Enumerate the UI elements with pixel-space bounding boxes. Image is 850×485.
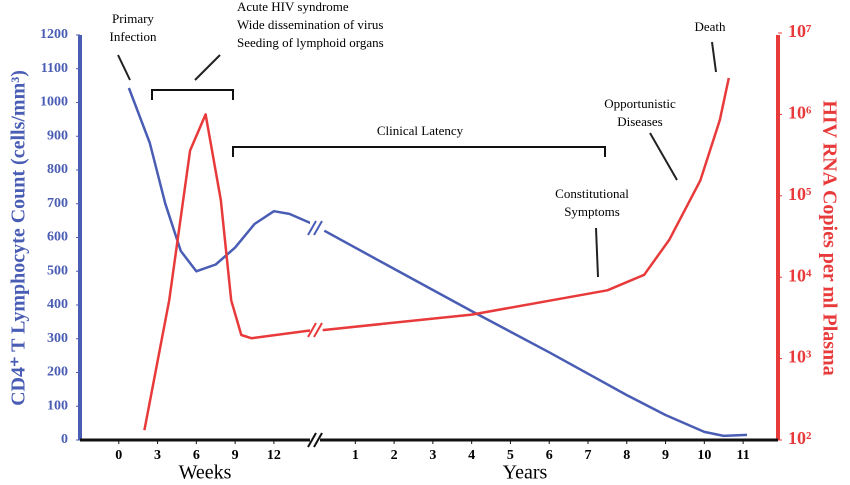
y2-tick-label: 10⁷	[788, 21, 812, 41]
y-tick-label: 700	[47, 196, 68, 211]
y-tick-label: 600	[47, 230, 68, 245]
axis-break	[313, 220, 323, 236]
annotation: Opportunistic	[604, 96, 676, 111]
y2-tick-label: 10³	[788, 347, 812, 367]
y-tick-label: 800	[47, 162, 68, 177]
y-tick-label: 100	[47, 398, 68, 413]
annotation: Infection	[110, 29, 157, 44]
annotation: Seeding of lymphoid organs	[237, 35, 384, 50]
annotation-leader	[711, 41, 717, 73]
x-tick-label: 7	[584, 448, 591, 463]
x-tick-label: 3	[154, 448, 161, 463]
y2-tick-label: 10⁴	[788, 265, 812, 285]
data-line	[143, 77, 731, 431]
annotation: Diseases	[617, 114, 663, 129]
x-axis-title: Years	[503, 462, 548, 484]
x-tick-label: 0	[115, 448, 122, 463]
x-tick-label: 1	[352, 448, 359, 463]
bracket	[151, 89, 234, 100]
y-tick-label: 200	[47, 365, 68, 380]
annotation: Constitutional	[555, 186, 629, 201]
x-tick-label: 5	[507, 448, 514, 463]
x-tick-label: 12	[267, 448, 281, 463]
x-tick-label: 6	[193, 448, 200, 463]
annotation-leader	[117, 54, 131, 81]
axis-break	[313, 432, 323, 448]
bracket	[232, 146, 606, 157]
axis-break	[307, 322, 317, 338]
y2-tick-label: 10⁵	[788, 184, 812, 204]
y-tick-label: 900	[47, 128, 68, 143]
y-axis-title: CD4⁺ T Lymphocyte Count (cells/mm³)	[8, 70, 30, 406]
y2-tick-label: 10⁶	[788, 103, 812, 123]
axis-break-gap	[310, 221, 320, 235]
y-tick-label: 0	[61, 432, 68, 447]
annotation: Clinical Latency	[377, 123, 464, 138]
x-tick-label: 8	[623, 448, 630, 463]
axis-break-gap	[310, 323, 320, 337]
y-tick-label: 400	[47, 297, 68, 312]
x-tick-label: 2	[391, 448, 398, 463]
y-tick-label: 500	[47, 263, 68, 278]
annotation: Acute HIV syndrome	[237, 0, 349, 14]
x-tick-label: 3	[429, 448, 436, 463]
axis-break	[307, 432, 317, 448]
annotation: Death	[694, 19, 726, 34]
x-tick-label: 6	[546, 448, 553, 463]
annotation: Symptoms	[564, 204, 620, 219]
annotation-leader	[595, 227, 599, 278]
data-line	[127, 87, 748, 438]
y-tick-label: 1200	[40, 27, 68, 42]
axis-break	[307, 220, 317, 236]
x-tick-label: 9	[662, 448, 669, 463]
axis-break-gap	[310, 433, 320, 447]
x-axis-title: Weeks	[179, 462, 232, 484]
annotation-leader	[194, 54, 221, 81]
annotation-leader	[649, 132, 678, 181]
y-tick-label: 1100	[41, 61, 68, 76]
x-tick-label: 10	[697, 448, 711, 463]
y-tick-label: 1000	[40, 95, 68, 110]
y-tick-label: 300	[47, 331, 68, 346]
axis-break	[313, 322, 323, 338]
annotation: Wide dissemination of virus	[237, 17, 383, 32]
x-tick-label: 4	[468, 448, 475, 463]
x-tick-label: 11	[736, 448, 749, 463]
x-tick-label: 9	[232, 448, 239, 463]
y2-axis-title: HIV RNA Copies per ml Plasma	[818, 100, 840, 375]
y2-tick-label: 10²	[788, 428, 811, 448]
annotation: Primary	[112, 11, 154, 26]
